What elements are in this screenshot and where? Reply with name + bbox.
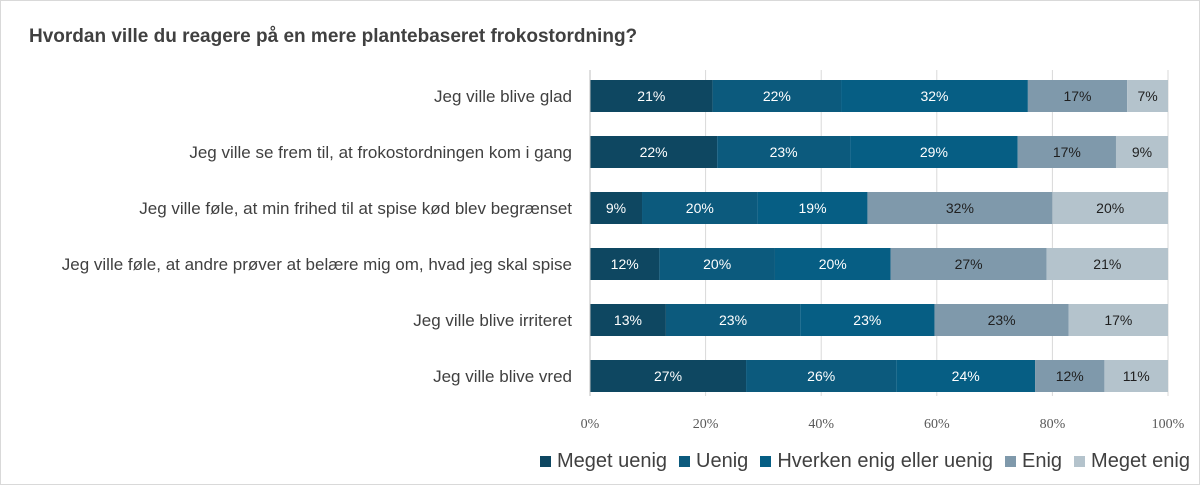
data-label: 32% (946, 200, 974, 216)
data-label: 9% (1132, 144, 1152, 160)
data-label: 26% (807, 368, 835, 384)
x-tick-label: 40% (808, 417, 834, 432)
category-label: Jeg ville blive glad (434, 87, 572, 106)
bar-segment (1127, 80, 1168, 112)
bar-segment (890, 248, 1047, 280)
bar-segment (665, 304, 801, 336)
data-label: 17% (1104, 312, 1132, 328)
data-label: 23% (719, 312, 747, 328)
bar-segment (1052, 192, 1168, 224)
data-label: 27% (955, 256, 983, 272)
bar-segment (712, 80, 842, 112)
legend-swatch (679, 456, 691, 467)
data-label: 21% (637, 88, 665, 104)
data-label: 13% (614, 312, 642, 328)
bar-segment (896, 360, 1036, 392)
legend-label: Uenig (696, 450, 749, 472)
bar-segment (867, 192, 1053, 224)
data-label: 32% (920, 88, 948, 104)
bar-segment (590, 304, 666, 336)
data-label: 21% (1093, 256, 1121, 272)
legend-swatch (760, 456, 772, 467)
chart-title: Hvordan ville du reagere på en mere plan… (29, 26, 638, 47)
x-tick-label: 100% (1152, 417, 1185, 432)
bar-segment (659, 248, 775, 280)
bar-segment (757, 192, 868, 224)
bar-segment (642, 192, 758, 224)
data-label: 12% (611, 256, 639, 272)
bar-segment (590, 248, 660, 280)
x-tick-label: 60% (924, 417, 950, 432)
data-label: 20% (686, 200, 714, 216)
bar-segment (1046, 248, 1168, 280)
category-label: Jeg ville blive irriteret (413, 311, 572, 330)
legend-label: Meget enig (1091, 450, 1190, 472)
category-label: Jeg ville blive vred (433, 367, 572, 386)
legend-item: Hverken enig eller uenig (760, 450, 993, 473)
legend-swatch (1005, 456, 1016, 467)
data-label: 7% (1137, 88, 1157, 104)
x-tick-label: 0% (581, 417, 600, 432)
data-label: 17% (1063, 88, 1091, 104)
bar-segment (1017, 136, 1116, 168)
legend-label: Hverken enig eller uenig (777, 450, 993, 472)
x-tick-label: 80% (1040, 417, 1066, 432)
data-label: 24% (952, 368, 980, 384)
data-label: 23% (853, 312, 881, 328)
legend-label: Enig (1022, 450, 1063, 472)
legend-item: Enig (1005, 450, 1062, 473)
data-label: 17% (1053, 144, 1081, 160)
data-label: 29% (920, 144, 948, 160)
bar-segment (1027, 80, 1128, 112)
data-label: 20% (703, 256, 731, 272)
data-label: 11% (1123, 368, 1150, 384)
data-label: 12% (1056, 368, 1084, 384)
bar-segment (850, 136, 1018, 168)
chart-legend: Meget uenig Uenig Hverken enig eller uenig… (528, 450, 1190, 473)
category-label: Jeg ville føle, at min frihed til at spi… (139, 199, 572, 218)
bar-segment (800, 304, 935, 336)
data-label: 22% (763, 88, 791, 104)
legend-swatch (539, 456, 551, 467)
bar-segment (590, 136, 718, 168)
category-label: Jeg ville føle, at andre prøver at belær… (62, 255, 572, 274)
bar-segment (934, 304, 1069, 336)
data-label: 22% (640, 144, 668, 160)
bar-segment (774, 248, 891, 280)
legend-swatch (1074, 456, 1086, 467)
bar-segment (1104, 360, 1168, 392)
data-label: 23% (988, 312, 1016, 328)
legend-item: Uenig (679, 450, 748, 473)
bar-segment (1035, 360, 1105, 392)
x-tick-label: 20% (693, 417, 719, 432)
bar-segment (590, 80, 713, 112)
category-label: Jeg ville se frem til, at frokostordning… (189, 143, 572, 162)
data-label: 19% (799, 200, 827, 216)
legend-item: Meget uenig (539, 450, 668, 473)
data-label: 23% (770, 144, 798, 160)
bar-segment (746, 360, 897, 392)
data-label: 20% (1096, 200, 1124, 216)
bar-segment (717, 136, 851, 168)
bar-segment (1115, 136, 1168, 168)
data-label: 20% (819, 256, 847, 272)
legend-label: Meget uenig (556, 450, 668, 472)
bar-segment (1068, 304, 1168, 336)
bar-segment (590, 360, 747, 392)
data-label: 9% (606, 200, 626, 216)
data-label: 27% (654, 368, 682, 384)
legend-item: Meget enig (1074, 450, 1190, 473)
bar-segment (590, 192, 643, 224)
bar-segment (841, 80, 1028, 112)
